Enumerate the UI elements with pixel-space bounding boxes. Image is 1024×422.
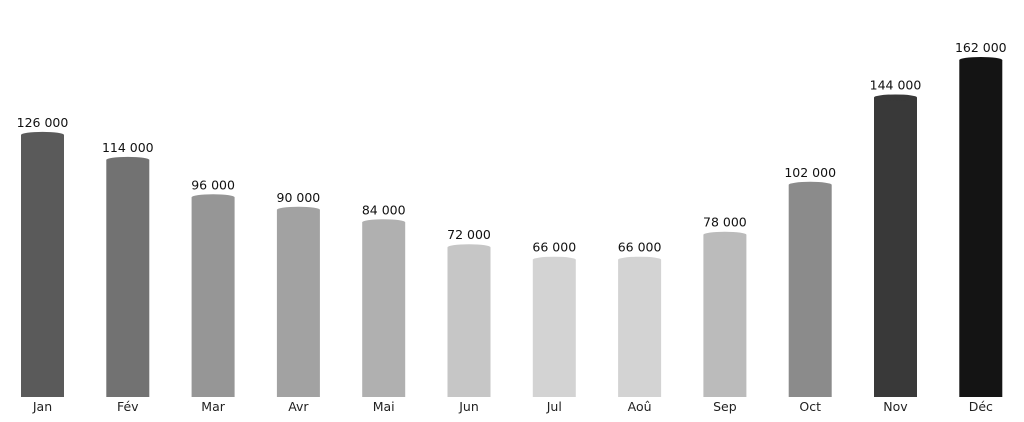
bar-cap-1 [106,156,150,163]
value-label-7: 66 000 [618,240,662,255]
value-label-8: 78 000 [703,215,747,230]
bar-cap-5 [447,244,491,251]
value-label-5: 72 000 [447,227,491,242]
category-label-1: Fév [117,399,139,414]
category-label-7: Aoû [628,399,652,414]
value-label-0: 126 000 [17,115,69,130]
bar-cap-0 [21,131,64,138]
bar-5 [447,247,491,397]
category-label-5: Jun [458,399,479,414]
category-label-0: Jan [32,399,52,414]
category-label-2: Mar [201,399,225,414]
bar-4 [362,222,406,397]
bar-cap-10 [874,94,917,101]
value-label-6: 66 000 [532,240,576,255]
bar-cap-6 [532,256,576,263]
category-label-3: Avr [288,399,309,414]
bar-0 [21,134,64,397]
value-label-11: 162 000 [955,40,1007,55]
value-label-9: 102 000 [784,165,836,180]
value-label-1: 114 000 [102,140,154,155]
bar-cap-2 [191,194,235,201]
category-label-6: Jul [546,399,562,414]
bar-cap-9 [788,181,832,188]
value-label-3: 90 000 [277,190,321,205]
bar-cap-3 [276,206,320,213]
bar-2 [191,197,235,397]
value-label-4: 84 000 [362,202,406,217]
category-labels-group: Jan Fév Mar Avr Mai Jun Jul Aoû Sep Oct Nov Déc [32,399,993,414]
bar-cap-4 [362,219,406,226]
category-label-4: Mai [373,399,395,414]
category-label-11: Déc [969,399,993,414]
category-label-8: Sep [713,399,737,414]
value-labels-group: 126 000 114 000 96 000 90 000 84 000 72 000 66… [17,40,1007,255]
category-label-10: Nov [883,399,908,414]
bar-10 [874,97,917,397]
value-label-10: 144 000 [870,77,922,92]
bar-11 [959,60,1003,397]
bar-6 [532,259,576,397]
bar-1 [106,159,150,397]
bar-7 [618,259,662,397]
bar-8 [703,234,747,397]
value-label-2: 96 000 [191,177,235,192]
bar-9 [788,184,832,397]
bar-3 [276,209,320,397]
bar-cap-8 [703,231,747,238]
bars-group [21,57,1003,397]
category-label-9: Oct [799,399,821,414]
bar-cap-11 [959,57,1003,63]
bar-cap-7 [618,256,662,263]
